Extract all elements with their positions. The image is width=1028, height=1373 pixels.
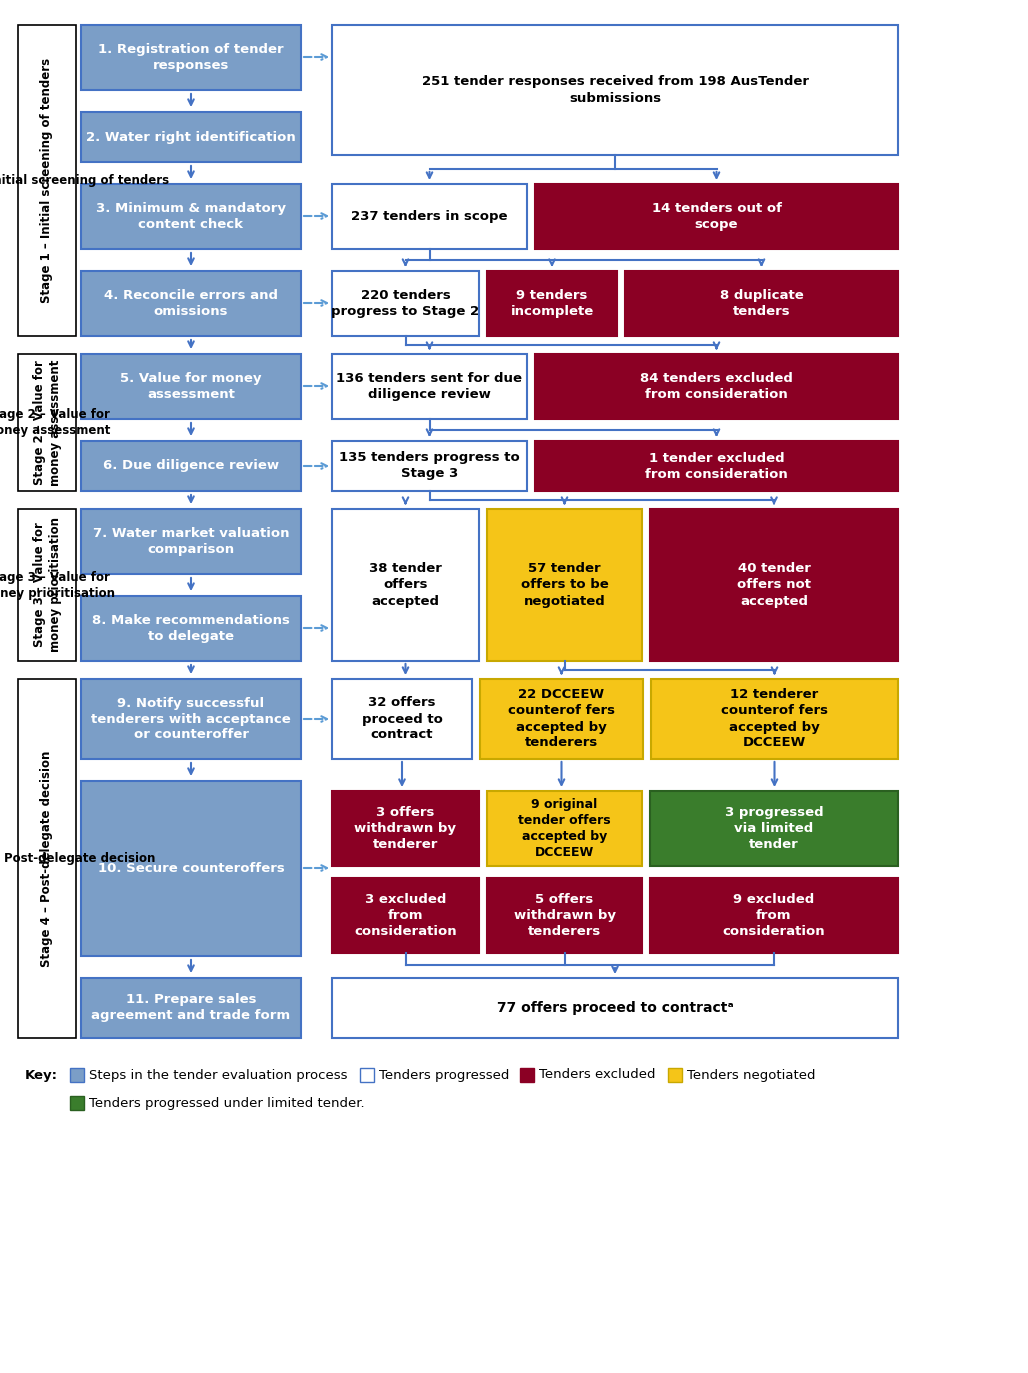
Bar [668,1068,682,1082]
Text: Tenders progressed: Tenders progressed [379,1068,510,1082]
Text: 9 tenders
incomplete: 9 tenders incomplete [510,288,593,319]
FancyBboxPatch shape [651,680,898,759]
Text: Stage 4 – Post-delegate decision: Stage 4 – Post-delegate decision [40,750,53,967]
Text: Tenders progressed under limited tender.: Tenders progressed under limited tender. [89,1097,365,1109]
FancyBboxPatch shape [332,877,479,953]
Text: Key:: Key: [25,1068,58,1082]
FancyBboxPatch shape [19,680,76,1038]
FancyBboxPatch shape [332,509,479,660]
FancyBboxPatch shape [625,270,898,336]
FancyBboxPatch shape [480,680,642,759]
Text: 6. Due diligence review: 6. Due diligence review [103,460,279,472]
Text: 5. Value for money
assessment: 5. Value for money assessment [120,372,262,401]
Text: 251 tender responses received from 198 AusTender
submissions: 251 tender responses received from 198 A… [421,76,808,104]
Text: 9 original
tender offers
accepted by
DCCEEW: 9 original tender offers accepted by DCC… [518,798,611,859]
FancyBboxPatch shape [332,184,527,249]
FancyBboxPatch shape [535,184,898,249]
Text: Tenders excluded: Tenders excluded [539,1068,656,1082]
FancyBboxPatch shape [81,596,301,660]
Text: 38 tender
offers
accepted: 38 tender offers accepted [369,563,442,607]
Text: 5 offers
withdrawn by
tenderers: 5 offers withdrawn by tenderers [514,892,616,938]
Text: 135 tenders progress to
Stage 3: 135 tenders progress to Stage 3 [339,452,520,481]
FancyBboxPatch shape [81,113,301,162]
FancyBboxPatch shape [487,791,642,866]
Text: 9. Notify successful
tenderers with acceptance
or counteroffer: 9. Notify successful tenderers with acce… [91,696,291,741]
Text: Stage 4 – Post-delegate decision: Stage 4 – Post-delegate decision [0,853,155,865]
Text: 7. Water market valuation
comparison: 7. Water market valuation comparison [93,527,289,556]
Text: 4. Reconcile errors and
omissions: 4. Reconcile errors and omissions [104,288,278,319]
FancyBboxPatch shape [81,441,301,492]
Bar [70,1068,84,1082]
FancyBboxPatch shape [650,509,898,660]
Text: 10. Secure counteroffers: 10. Secure counteroffers [98,862,285,875]
Text: 220 tenders
progress to Stage 2: 220 tenders progress to Stage 2 [331,288,480,319]
FancyBboxPatch shape [81,184,301,249]
Text: 2. Water right identification: 2. Water right identification [86,130,296,144]
FancyBboxPatch shape [19,25,76,336]
FancyBboxPatch shape [487,877,642,953]
FancyBboxPatch shape [332,270,479,336]
Text: Stage 1 – Initial screening of tenders: Stage 1 – Initial screening of tenders [0,174,170,187]
Text: 1 tender excluded
from consideration: 1 tender excluded from consideration [646,452,787,481]
FancyBboxPatch shape [81,25,301,91]
Text: 12 tenderer
counterof fers
accepted by
DCCEEW: 12 tenderer counterof fers accepted by D… [721,688,828,750]
Text: 237 tenders in scope: 237 tenders in scope [352,210,508,222]
FancyBboxPatch shape [332,680,472,759]
Text: 3 offers
withdrawn by
tenderer: 3 offers withdrawn by tenderer [355,806,456,851]
Bar [520,1068,534,1082]
Text: Tenders negotiated: Tenders negotiated [687,1068,815,1082]
Text: 136 tenders sent for due
diligence review: 136 tenders sent for due diligence revie… [336,372,522,401]
FancyBboxPatch shape [81,354,301,419]
FancyBboxPatch shape [332,791,479,866]
Bar [70,1096,84,1109]
Text: 1. Registration of tender
responses: 1. Registration of tender responses [99,43,284,71]
Bar [360,1068,374,1082]
FancyBboxPatch shape [535,441,898,492]
FancyBboxPatch shape [81,680,301,759]
FancyBboxPatch shape [19,509,76,660]
Text: Stage 3 – Value for
money prioritisation: Stage 3 – Value for money prioritisation [0,571,114,600]
Text: 32 offers
proceed to
contract: 32 offers proceed to contract [362,696,442,741]
FancyBboxPatch shape [332,441,527,492]
FancyBboxPatch shape [332,978,898,1038]
FancyBboxPatch shape [487,509,642,660]
FancyBboxPatch shape [487,270,617,336]
Text: 40 tender
offers not
accepted: 40 tender offers not accepted [737,563,811,607]
Text: Stage 3 – Value for
money prioritisation: Stage 3 – Value for money prioritisation [33,518,62,652]
FancyBboxPatch shape [650,791,898,866]
Text: 22 DCCEEW
counterof fers
accepted by
tenderers: 22 DCCEEW counterof fers accepted by ten… [508,688,615,750]
Text: 8 duplicate
tenders: 8 duplicate tenders [720,288,803,319]
FancyBboxPatch shape [81,509,301,574]
Text: 11. Prepare sales
agreement and trade form: 11. Prepare sales agreement and trade fo… [91,994,291,1023]
FancyBboxPatch shape [332,25,898,155]
FancyBboxPatch shape [332,354,527,419]
Text: 9 excluded
from
consideration: 9 excluded from consideration [723,892,825,938]
FancyBboxPatch shape [650,877,898,953]
FancyBboxPatch shape [535,354,898,419]
Text: Stage 2 – Value for
money assessment: Stage 2 – Value for money assessment [33,360,62,486]
Text: 57 tender
offers to be
negotiated: 57 tender offers to be negotiated [520,563,609,607]
Text: 8. Make recommendations
to delegate: 8. Make recommendations to delegate [93,614,290,643]
Text: 84 tenders excluded
from consideration: 84 tenders excluded from consideration [640,372,793,401]
Text: 14 tenders out of
scope: 14 tenders out of scope [652,202,781,231]
Text: 3 progressed
via limited
tender: 3 progressed via limited tender [725,806,823,851]
Text: 3 excluded
from
consideration: 3 excluded from consideration [355,892,456,938]
Text: Stage 2 – Value for
money assessment: Stage 2 – Value for money assessment [0,408,110,437]
Text: 77 offers proceed to contractᵃ: 77 offers proceed to contractᵃ [497,1001,733,1015]
Text: 3. Minimum & mandatory
content check: 3. Minimum & mandatory content check [96,202,286,231]
FancyBboxPatch shape [81,781,301,956]
FancyBboxPatch shape [19,354,76,492]
FancyBboxPatch shape [81,270,301,336]
Text: Stage 1 – Initial screening of tenders: Stage 1 – Initial screening of tenders [40,58,53,303]
FancyBboxPatch shape [81,978,301,1038]
Text: Steps in the tender evaluation process: Steps in the tender evaluation process [89,1068,347,1082]
